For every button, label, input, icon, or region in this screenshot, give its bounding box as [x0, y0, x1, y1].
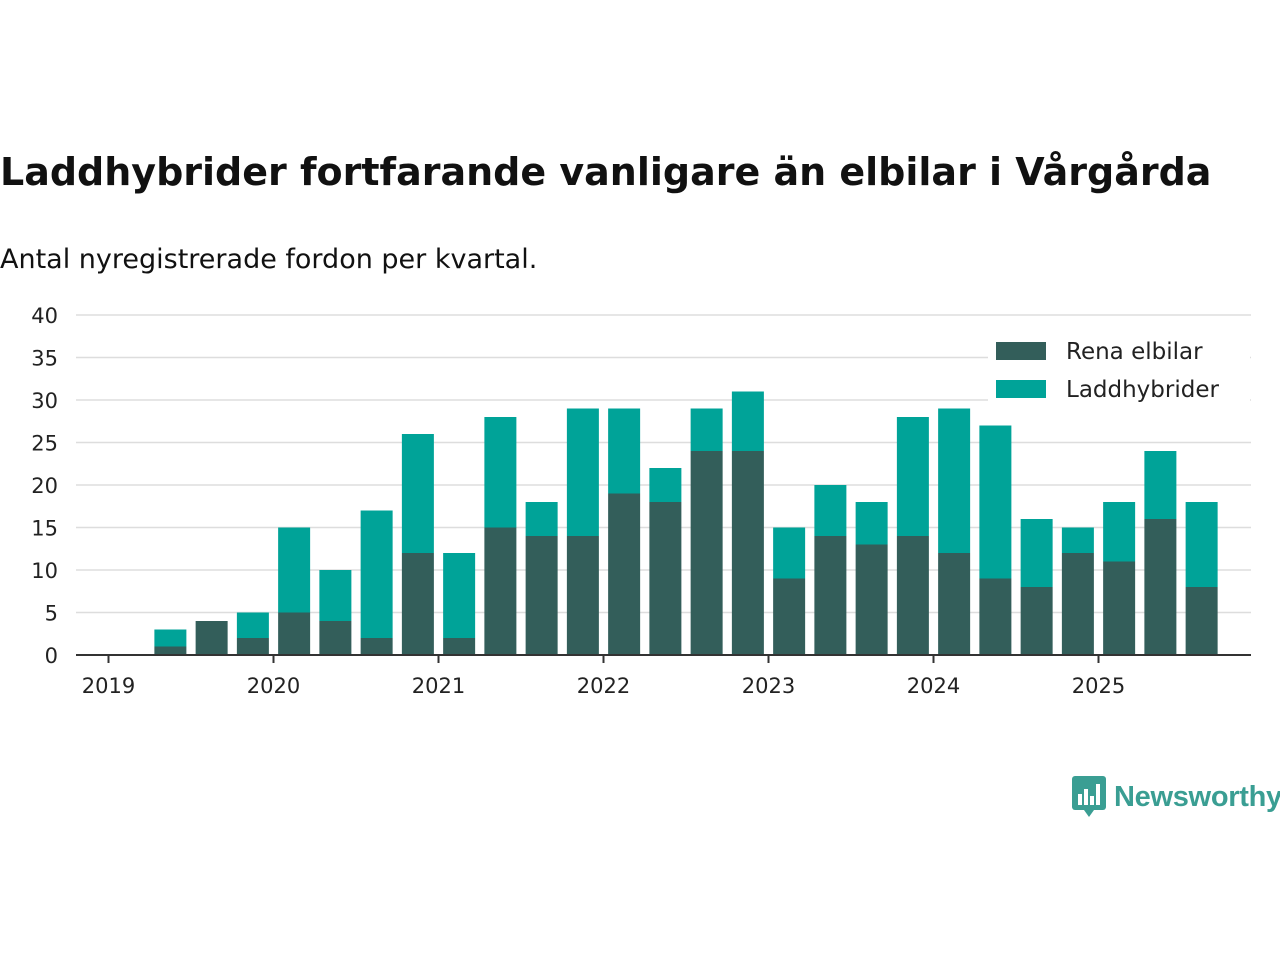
bar-laddhybrider — [979, 425, 1012, 579]
bar-laddhybrider — [360, 510, 393, 638]
bar-laddhybrider — [525, 502, 558, 536]
bar-laddhybrider — [1061, 527, 1094, 553]
y-axis-ticks: 0 5 10 15 20 25 30 35 40 — [31, 304, 58, 668]
y-tick-label: 25 — [31, 432, 58, 456]
x-tick-label: 2021 — [412, 674, 465, 698]
newsworthy-logo[interactable]: Newsworthy — [1072, 776, 1280, 818]
bar-laddhybrider — [731, 391, 764, 451]
x-tick-label: 2025 — [1072, 674, 1125, 698]
bar-rena-elbilar — [649, 502, 682, 655]
bar-laddhybrider — [855, 502, 888, 545]
bar-rena-elbilar — [1061, 553, 1094, 655]
y-tick-label: 0 — [45, 644, 58, 668]
bar-laddhybrider — [649, 468, 682, 502]
bar-laddhybrider — [1144, 451, 1177, 519]
bar-laddhybrider — [1020, 519, 1053, 587]
bar-rena-elbilar — [855, 544, 888, 655]
x-axis: 2019 2020 2021 2022 2023 2024 2025 — [76, 654, 1251, 698]
x-tick-label: 2019 — [82, 674, 135, 698]
bar-rena-elbilar — [1020, 587, 1053, 655]
bar-rena-elbilar — [195, 621, 228, 655]
bar-rena-elbilar — [525, 536, 558, 655]
bar-rena-elbilar — [484, 527, 517, 655]
brand-name: Newsworthy — [1114, 780, 1280, 813]
bar-laddhybrider — [1185, 502, 1218, 587]
legend: Rena elbilar Laddhybrider — [988, 338, 1250, 408]
bar-rena-elbilar — [690, 451, 723, 655]
bar-laddhybrider — [443, 553, 476, 638]
bar-rena-elbilar — [566, 536, 599, 655]
bar-rena-elbilar — [1144, 519, 1177, 655]
bar-rena-elbilar — [236, 638, 269, 655]
bar-rena-elbilar — [814, 536, 847, 655]
bar-laddhybrider — [690, 408, 723, 451]
bar-rena-elbilar — [401, 553, 434, 655]
y-tick-label: 40 — [31, 304, 58, 328]
bar-rena-elbilar — [154, 646, 187, 655]
newsworthy-icon — [1072, 776, 1106, 817]
y-tick-label: 35 — [31, 347, 58, 371]
x-tick-label: 2024 — [907, 674, 960, 698]
bar-rena-elbilar — [979, 578, 1012, 655]
bar-laddhybrider — [938, 408, 971, 553]
bar-rena-elbilar — [319, 621, 352, 655]
y-tick-label: 5 — [45, 602, 58, 626]
bar-laddhybrider — [566, 408, 599, 536]
y-tick-label: 10 — [31, 559, 58, 583]
bar-laddhybrider — [401, 434, 434, 553]
bar-laddhybrider — [896, 417, 929, 536]
y-tick-label: 15 — [31, 517, 58, 541]
legend-label: Laddhybrider — [1066, 377, 1219, 403]
y-tick-label: 20 — [31, 474, 58, 498]
bar-rena-elbilar — [360, 638, 393, 655]
bar-rena-elbilar — [1103, 561, 1136, 655]
bar-rena-elbilar — [278, 612, 311, 655]
bar-rena-elbilar — [608, 493, 641, 655]
bar-rena-elbilar — [938, 553, 971, 655]
x-tick-label: 2022 — [577, 674, 630, 698]
bar-laddhybrider — [154, 629, 187, 647]
bar-rena-elbilar — [1185, 587, 1218, 655]
x-tick-label: 2020 — [247, 674, 300, 698]
bars — [154, 391, 1218, 655]
bar-laddhybrider — [319, 570, 352, 621]
bar-laddhybrider — [484, 417, 517, 528]
bar-laddhybrider — [773, 527, 806, 579]
bar-laddhybrider — [1103, 502, 1136, 562]
chart-title: Laddhybrider fortfarande vanligare än el… — [0, 150, 1212, 194]
bar-laddhybrider — [278, 527, 311, 613]
legend-label: Rena elbilar — [1066, 339, 1203, 365]
chart-subtitle: Antal nyregistrerade fordon per kvartal. — [0, 244, 538, 275]
bar-rena-elbilar — [896, 536, 929, 655]
bar-laddhybrider — [236, 612, 269, 638]
bar-laddhybrider — [608, 408, 641, 494]
y-tick-label: 30 — [31, 389, 58, 413]
bar-rena-elbilar — [443, 638, 476, 655]
bar-laddhybrider — [814, 485, 847, 536]
x-tick-label: 2023 — [742, 674, 795, 698]
bar-rena-elbilar — [773, 578, 806, 655]
legend-swatch-rena-elbilar — [996, 342, 1046, 360]
legend-swatch-laddhybrider — [996, 380, 1046, 398]
bar-rena-elbilar — [731, 451, 764, 655]
